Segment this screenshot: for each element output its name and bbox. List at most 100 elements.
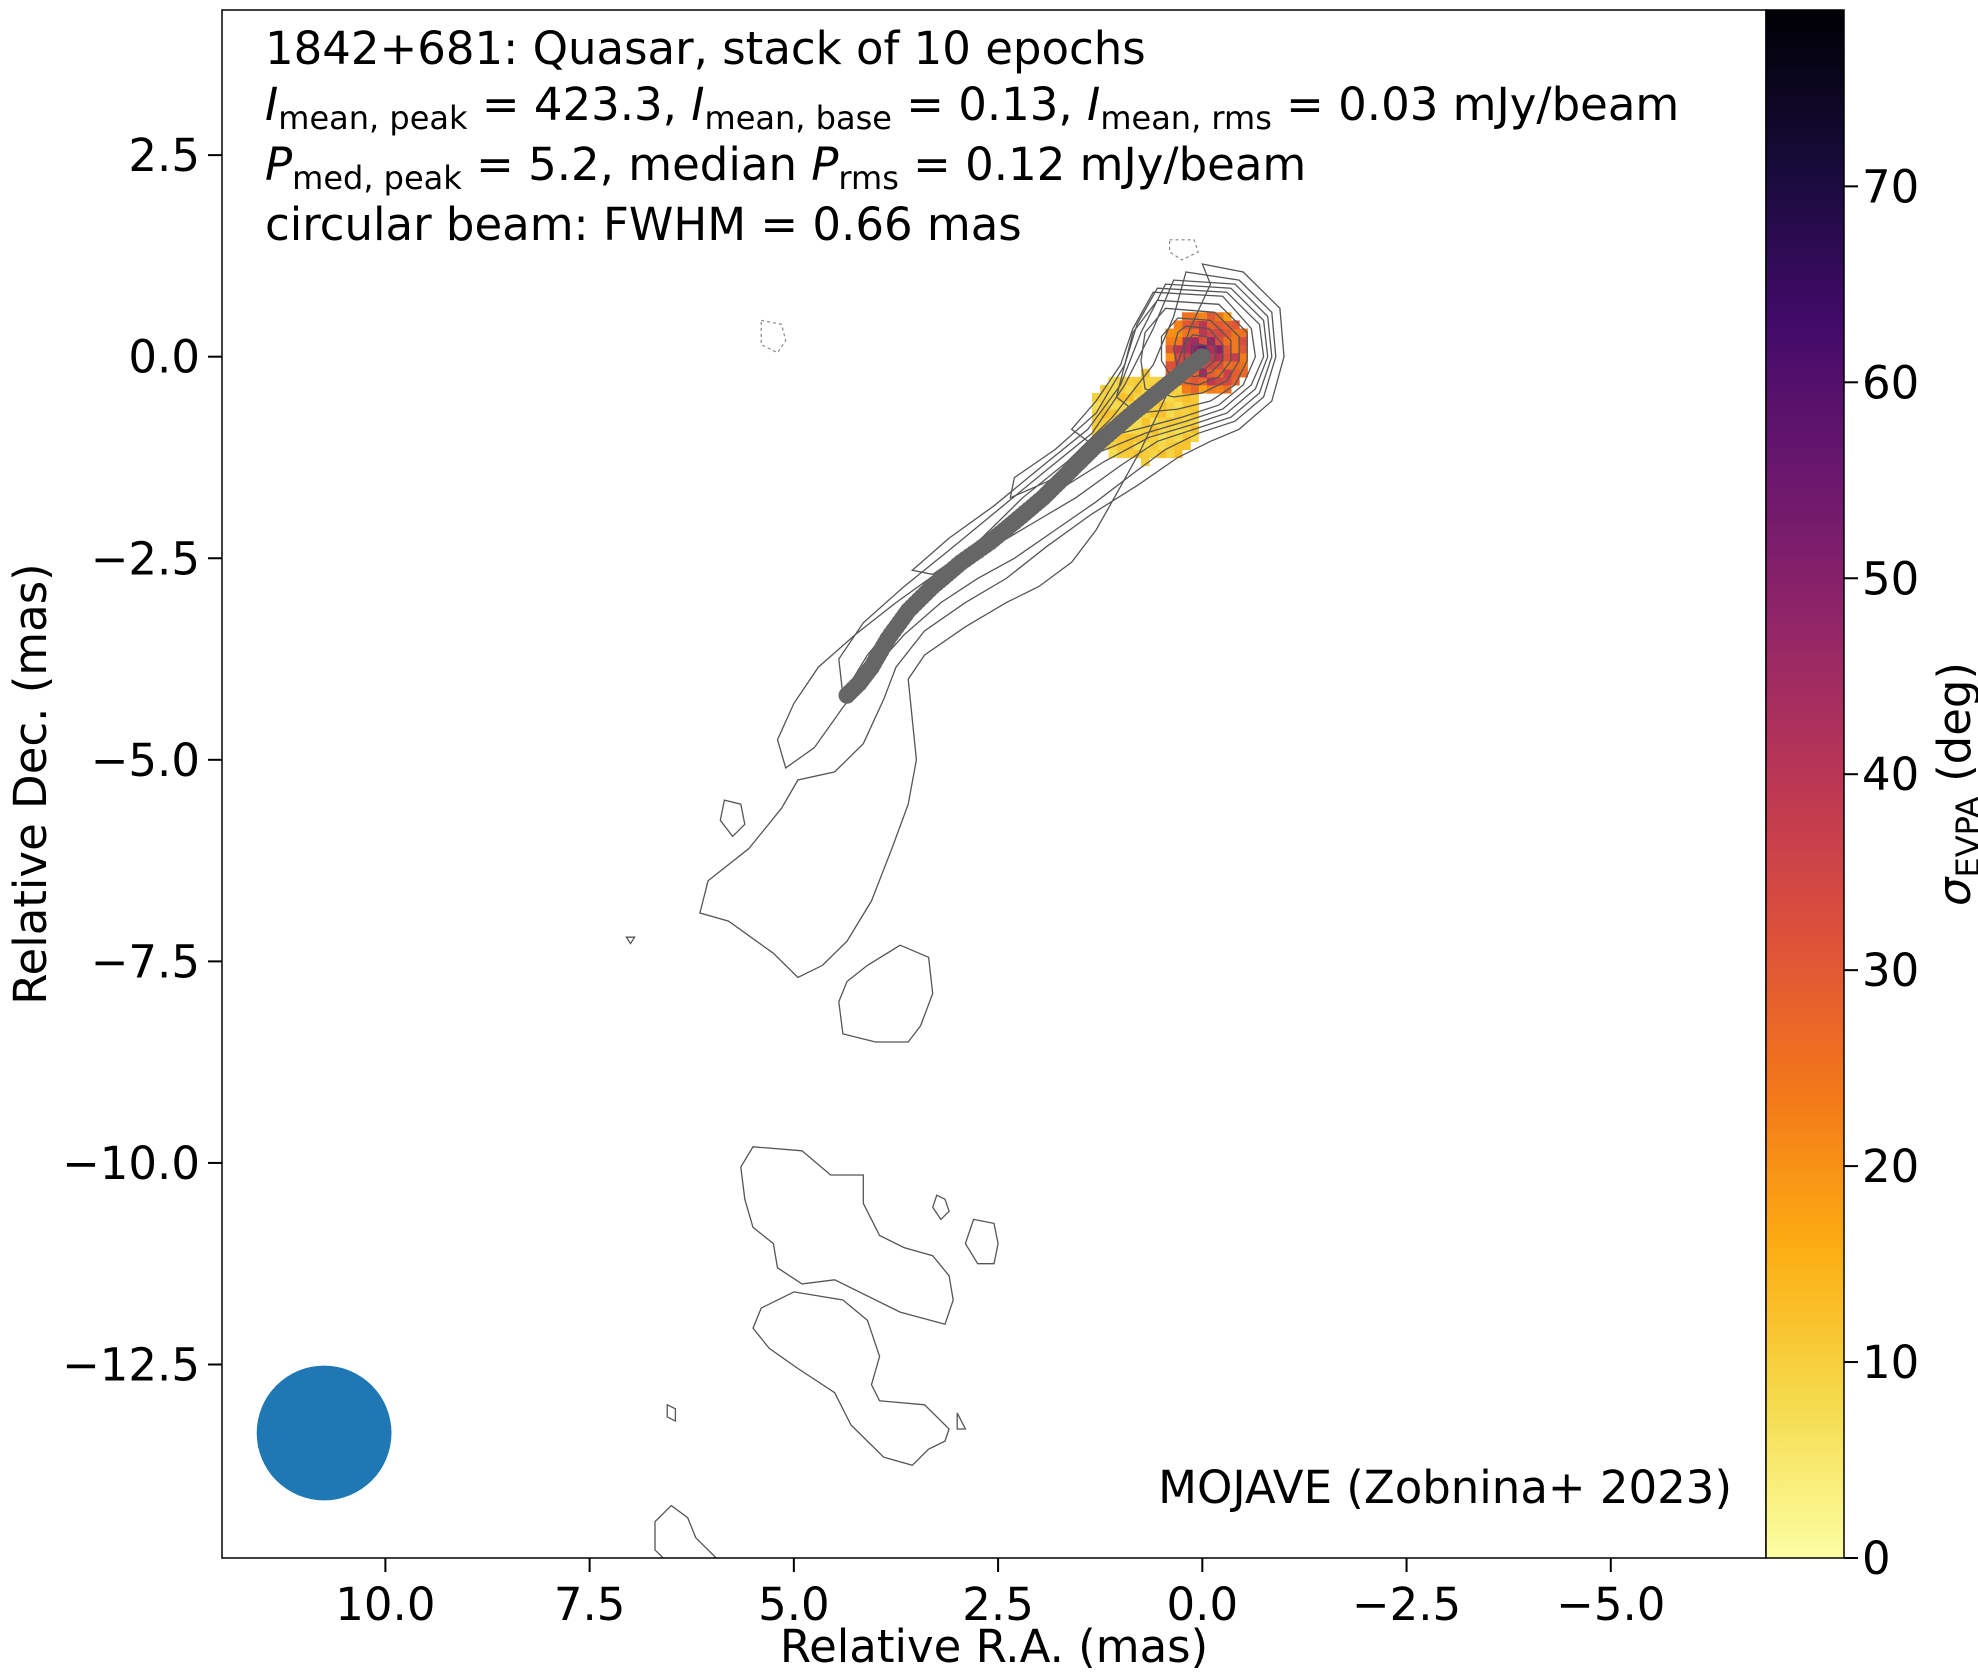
evpa-pixel — [1230, 376, 1240, 386]
contour-island — [719, 799, 746, 838]
contour-island — [931, 1194, 950, 1221]
evpa-pixel — [1165, 352, 1175, 362]
evpa-pixel — [1092, 393, 1101, 402]
negative-contour — [1169, 239, 1199, 261]
evpa-pixel — [1198, 368, 1207, 378]
evpa-pixel — [1173, 441, 1183, 450]
colorbar-label-subscript: EVPA — [1949, 796, 1978, 877]
contour-level — [699, 263, 1285, 979]
x-tick-label: 7.5 — [554, 1578, 626, 1631]
contour-island — [740, 1146, 954, 1325]
evpa-pixel — [1181, 401, 1191, 410]
header-segment: I — [691, 78, 704, 131]
evpa-pixel — [1132, 384, 1142, 394]
x-tick-label: 2.5 — [962, 1578, 1034, 1631]
colorbar-tick-label: 60 — [1862, 356, 1919, 409]
evpa-pixel — [1124, 441, 1134, 450]
header-segment: circular beam: FWHM = 0.66 mas — [265, 198, 1022, 251]
y-axis-label: Relative Dec. (mas) — [4, 563, 57, 1004]
x-axis-ticks: 10.0 7.5 5.0 2.5 0.0 −2.5 −5.0 — [335, 1558, 1665, 1631]
colorbar-tick-label: 10 — [1862, 1336, 1919, 1389]
evpa-pixel — [1157, 449, 1167, 459]
evpa-pixel — [1141, 368, 1150, 378]
evpa-pixel — [1124, 376, 1134, 386]
header-segment: = 0.13, — [892, 78, 1087, 131]
x-tick-label: 0.0 — [1167, 1578, 1239, 1631]
contour-level — [1160, 317, 1232, 386]
colorbar-label: σEVPA (deg) — [1928, 662, 1978, 906]
evpa-pixel — [1181, 352, 1191, 362]
evpa-pixel — [1173, 352, 1183, 362]
header-segment: = 0.03 mJy/beam — [1272, 78, 1679, 131]
y-axis-ticks: 2.5 0.0 −2.5 −5.0 −7.5 −10.0 −12.5 — [62, 129, 222, 1392]
evpa-pixel — [1149, 409, 1158, 418]
evpa-pixel — [1108, 384, 1118, 394]
evpa-pixel — [1239, 328, 1248, 338]
evpa-pixel — [1239, 336, 1248, 346]
evpa-pixel — [1108, 376, 1118, 386]
colorbar-scale — [1765, 9, 1845, 1559]
colorbar-tick-label: 70 — [1862, 160, 1919, 213]
evpa-pixel — [1230, 360, 1240, 370]
header-segment: = 0.12 mJy/beam — [899, 138, 1306, 191]
evpa-pixel — [1149, 425, 1158, 434]
contour-island — [752, 1291, 950, 1467]
evpa-pixel — [1206, 336, 1216, 346]
contour-level — [1115, 299, 1248, 414]
header-subscript: mean, peak — [278, 99, 468, 137]
evpa-pixel — [1181, 433, 1191, 442]
credit-text: MOJAVE (Zobnina+ 2023) — [1158, 1461, 1732, 1514]
evpa-pixel — [1230, 336, 1240, 346]
evpa-pixel — [1124, 401, 1134, 410]
contour-level — [1183, 334, 1217, 370]
evpa-pixel — [1165, 401, 1175, 410]
y-tick-label: −10.0 — [62, 1137, 200, 1190]
header-segment: = 5.2, median — [462, 138, 811, 191]
evpa-pixel — [1206, 312, 1216, 321]
evpa-pixel — [1116, 384, 1126, 394]
evpa-pixel — [1124, 449, 1134, 459]
y-tick-label: 2.5 — [128, 129, 200, 182]
evpa-pixel — [1157, 417, 1167, 426]
evpa-pixel — [1206, 320, 1216, 330]
evpa-pixel — [1214, 384, 1224, 394]
evpa-pixel — [1173, 433, 1183, 442]
evpa-pixel — [1165, 344, 1175, 354]
plot-area: 10.0 7.5 5.0 2.5 0.0 −2.5 −5.0 2.5 0.0 −2.5 −5.0 −… — [62, 9, 1767, 1631]
header-text-block: 1842+681: Quasar, stack of 10 epochs Ime… — [265, 22, 1679, 251]
header-subscript: med, peak — [292, 159, 462, 197]
evpa-pixel — [1181, 376, 1191, 386]
header-segment: P — [811, 138, 839, 191]
evpa-pixel — [1239, 360, 1248, 370]
evpa-pixel — [1173, 336, 1183, 346]
chart-title: 1842+681: Quasar, stack of 10 epochs — [265, 22, 1146, 75]
evpa-pixel — [1157, 441, 1167, 450]
evpa-pixel — [1149, 449, 1158, 459]
evpa-pixel — [1206, 352, 1216, 362]
evpa-pixel — [1190, 344, 1199, 354]
evpa-pixel — [1181, 320, 1191, 330]
x-tick-label: 5.0 — [758, 1578, 830, 1631]
y-tick-label: −7.5 — [91, 935, 200, 988]
x-axis-label: Relative R.A. (mas) — [780, 1620, 1208, 1673]
x-tick-label: −2.5 — [1352, 1578, 1461, 1631]
evpa-pixel — [1132, 393, 1142, 402]
header-segment: I — [1087, 78, 1100, 131]
y-tick-label: −2.5 — [91, 532, 200, 585]
evpa-pixel — [1181, 441, 1191, 450]
x-tick-label: −5.0 — [1556, 1578, 1665, 1631]
evpa-pixel — [1100, 401, 1109, 410]
contour-island — [654, 1504, 717, 1558]
plot-background — [222, 10, 1766, 1558]
evpa-pixel — [1190, 393, 1199, 402]
header-segment: = 423.3, — [468, 78, 692, 131]
evpa-pixel — [1173, 425, 1183, 434]
evpa-pixel — [1173, 401, 1183, 410]
evpa-pixel — [1222, 328, 1232, 338]
evpa-pixel — [1181, 312, 1191, 321]
evpa-pixel — [1116, 401, 1126, 410]
evpa-pixel — [1239, 368, 1248, 378]
evpa-pixel — [1230, 344, 1240, 354]
contour-level — [1140, 307, 1240, 398]
evpa-pixel — [1165, 449, 1175, 459]
